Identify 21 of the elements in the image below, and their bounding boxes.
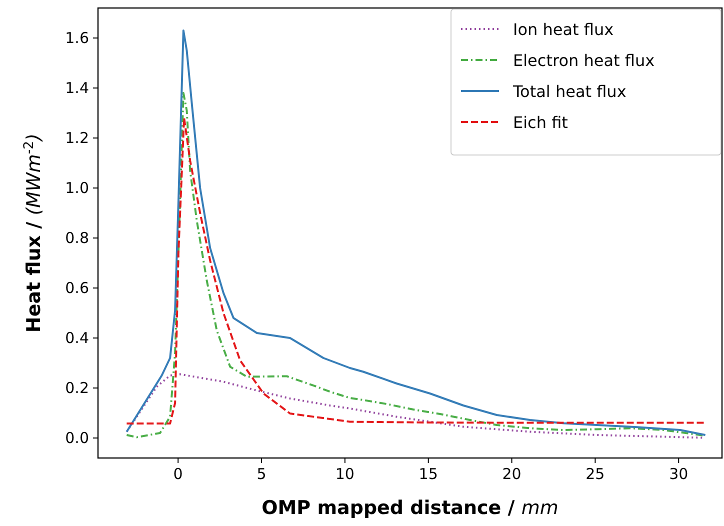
x-axis-title: OMP mapped distance / mm xyxy=(262,497,558,519)
legend-label: Ion heat flux xyxy=(513,20,614,39)
y-tick-label: 0.0 xyxy=(65,429,89,447)
x-tick-label: 30 xyxy=(669,465,688,483)
x-tick-label: 0 xyxy=(173,465,183,483)
y-tick-label: 0.2 xyxy=(65,379,89,397)
y-tick-label: 1.2 xyxy=(65,129,89,147)
legend-label: Electron heat flux xyxy=(513,51,655,70)
y-tick-label: 1.4 xyxy=(65,79,89,97)
y-tick-label: 0.6 xyxy=(65,279,89,297)
x-tick-label: 10 xyxy=(335,465,354,483)
y-tick-label: 0.8 xyxy=(65,229,89,247)
x-tick-label: 5 xyxy=(256,465,266,483)
legend-label: Total heat flux xyxy=(512,82,626,101)
x-tick-label: 20 xyxy=(502,465,522,483)
legend-label: Eich fit xyxy=(513,113,568,132)
x-tick-label: 15 xyxy=(418,465,438,483)
x-tick-label: 25 xyxy=(586,465,605,483)
y-tick-label: 0.4 xyxy=(65,329,89,347)
y-tick-label: 1.0 xyxy=(65,179,89,197)
y-tick-label: 1.6 xyxy=(65,29,89,47)
